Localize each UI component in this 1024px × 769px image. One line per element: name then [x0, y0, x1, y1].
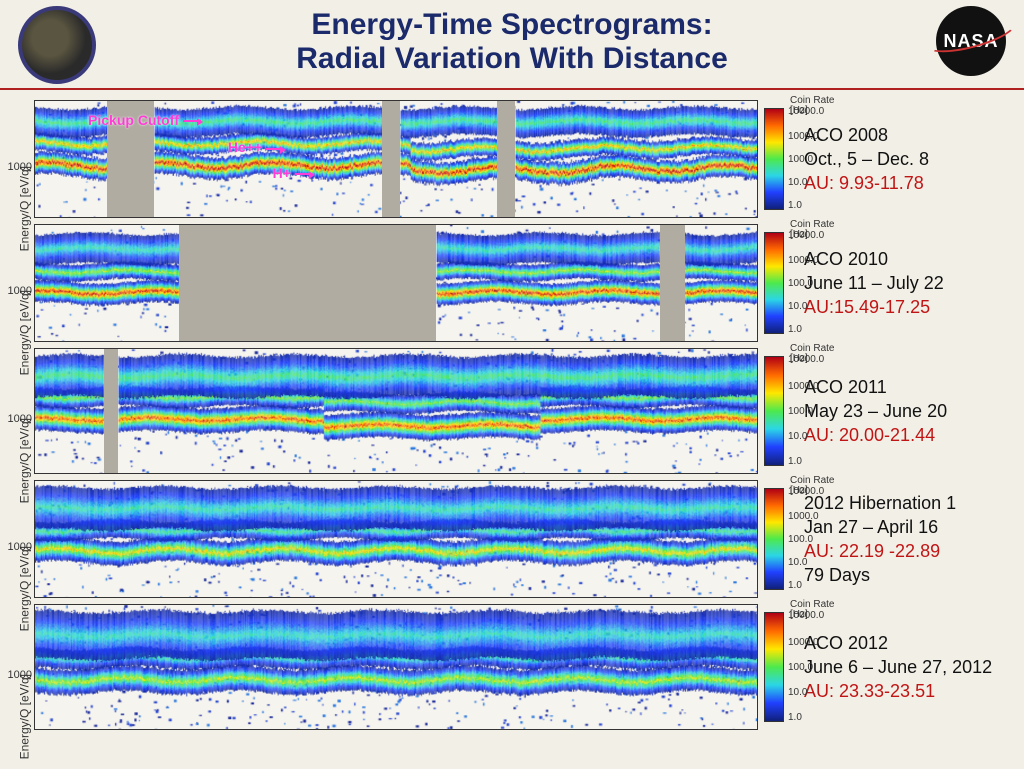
spectrogram-canvas [35, 349, 757, 473]
title-line-1: Energy-Time Spectrograms: [0, 8, 1024, 42]
colorbar: Coin Rate [Hz]10000.01000.0100.010.01.0 [764, 604, 784, 730]
colorbar-tick: 100.0 [788, 534, 813, 545]
panel-aco-2008: Energy/Q [eV/q]1000 Pickup Cutoff He++ H+ Co… [10, 100, 1014, 218]
colorbar-tick: 100.0 [788, 662, 813, 673]
meta-line: ACO 2011 [804, 375, 1014, 399]
meta-line: ACO 2010 [804, 247, 1014, 271]
colorbar: Coin Rate [Hz]10000.01000.0100.010.01.0 [764, 100, 784, 218]
annotation: Pickup Cutoff [88, 112, 201, 128]
spectrogram [34, 348, 758, 474]
colorbar-tick: 10000.0 [788, 486, 824, 497]
colorbar-tick: 10.0 [788, 177, 807, 188]
colorbar-tick: 1.0 [788, 712, 802, 723]
colorbar-tick: 10000.0 [788, 106, 824, 117]
meta-line: Oct., 5 – Dec. 8 [804, 147, 1014, 171]
data-gap [382, 101, 400, 217]
meta-line: ACO 2012 [804, 631, 1014, 655]
slide-title: Energy-Time Spectrograms: Radial Variati… [0, 0, 1024, 76]
data-gap [497, 101, 515, 217]
colorbar-tick: 10.0 [788, 431, 807, 442]
panel-meta: ACO 2010June 11 – July 22AU:15.49-17.25 [790, 224, 1014, 342]
y-tick: 1000 [8, 669, 32, 681]
meta-au: AU: 20.00-21.44 [804, 423, 1014, 447]
colorbar: Coin Rate [Hz]10000.01000.0100.010.01.0 [764, 224, 784, 342]
colorbar-gradient [764, 488, 784, 590]
colorbar-tick: 10.0 [788, 687, 807, 698]
colorbar-tick: 1000.0 [788, 381, 819, 392]
colorbar-gradient [764, 108, 784, 210]
panel-meta: 2012 Hibernation 1Jan 27 – April 16AU: 2… [790, 480, 1014, 598]
panel-aco-2011: Energy/Q [eV/q]1000 Coin Rate [Hz]10000.0… [10, 348, 1014, 474]
meta-line: June 6 – June 27, 2012 [804, 655, 1014, 679]
y-axis: Energy/Q [eV/q]1000 [10, 604, 34, 730]
data-gap [660, 225, 685, 341]
colorbar-tick: 1000.0 [788, 511, 819, 522]
colorbar-tick: 1.0 [788, 324, 802, 335]
title-line-2: Radial Variation With Distance [0, 42, 1024, 76]
panel-meta: ACO 2012June 6 – June 27, 2012AU: 23.33-… [790, 604, 1014, 730]
annotation: H+ [273, 165, 313, 181]
colorbar-tick: 1.0 [788, 580, 802, 591]
colorbar-tick: 10.0 [788, 301, 807, 312]
colorbar: Coin Rate [Hz]10000.01000.0100.010.01.0 [764, 480, 784, 598]
y-tick: 1000 [8, 541, 32, 553]
header: Energy-Time Spectrograms: Radial Variati… [0, 0, 1024, 90]
colorbar-tick: 100.0 [788, 278, 813, 289]
data-gap [104, 349, 118, 473]
mission-logo-icon [18, 6, 96, 84]
meta-au: AU: 9.93-11.78 [804, 171, 1014, 195]
colorbar-tick: 1000.0 [788, 637, 819, 648]
meta-line: Jan 27 – April 16 [804, 515, 1014, 539]
y-axis: Energy/Q [eV/q]1000 [10, 480, 34, 598]
spectrogram [34, 480, 758, 598]
meta-line: 79 Days [804, 563, 1014, 587]
spectrogram-canvas [35, 605, 757, 729]
panel-hib-2012-1: Energy/Q [eV/q]1000 Coin Rate [Hz]10000.0… [10, 480, 1014, 598]
panel-aco-2010: Energy/Q [eV/q]1000 Coin Rate [Hz]10000.0… [10, 224, 1014, 342]
meta-line: ACO 2008 [804, 123, 1014, 147]
colorbar-gradient [764, 356, 784, 466]
colorbar-tick: 1.0 [788, 200, 802, 211]
spectrogram [34, 224, 758, 342]
panel-stack: Energy/Q [eV/q]1000Pickup CutoffHe++H+Co… [0, 94, 1024, 765]
slide: Energy-Time Spectrograms: Radial Variati… [0, 0, 1024, 769]
meta-line: May 23 – June 20 [804, 399, 1014, 423]
colorbar-gradient [764, 232, 784, 334]
colorbar-tick: 10000.0 [788, 230, 824, 241]
y-axis: Energy/Q [eV/q]1000 [10, 224, 34, 342]
colorbar-tick: 1.0 [788, 456, 802, 467]
colorbar-tick: 10.0 [788, 557, 807, 568]
meta-line: June 11 – July 22 [804, 271, 1014, 295]
meta-au: AU:15.49-17.25 [804, 295, 1014, 319]
annotation: He++ [228, 139, 284, 155]
nasa-logo-icon: NASA [936, 6, 1006, 76]
y-tick: 1000 [8, 285, 32, 297]
spectrogram-canvas [35, 481, 757, 597]
colorbar-gradient [764, 612, 784, 722]
colorbar-tick: 1000.0 [788, 255, 819, 266]
y-axis: Energy/Q [eV/q]1000 [10, 100, 34, 218]
colorbar-tick: 10000.0 [788, 354, 824, 365]
spectrogram: Pickup Cutoff He++ H+ [34, 100, 758, 218]
colorbar-tick: 1000.0 [788, 131, 819, 142]
panel-meta: ACO 2011May 23 – June 20AU: 20.00-21.44 [790, 348, 1014, 474]
data-gap [179, 225, 435, 341]
colorbar-tick: 100.0 [788, 406, 813, 417]
y-axis-label: Energy/Q [eV/q] [18, 674, 32, 759]
meta-au: AU: 22.19 -22.89 [804, 539, 1014, 563]
colorbar: Coin Rate [Hz]10000.01000.0100.010.01.0 [764, 348, 784, 474]
y-axis: Energy/Q [eV/q]1000 [10, 348, 34, 474]
panel-meta: ACO 2008Oct., 5 – Dec. 8AU: 9.93-11.78 [790, 100, 1014, 218]
colorbar-tick: 10000.0 [788, 610, 824, 621]
y-tick: 1000 [8, 413, 32, 425]
colorbar-tick: 100.0 [788, 154, 813, 165]
y-tick: 1000 [8, 161, 32, 173]
spectrogram [34, 604, 758, 730]
panel-aco-2012: Energy/Q [eV/q]1000 Coin Rate [Hz]10000.0… [10, 604, 1014, 730]
meta-au: AU: 23.33-23.51 [804, 679, 1014, 703]
